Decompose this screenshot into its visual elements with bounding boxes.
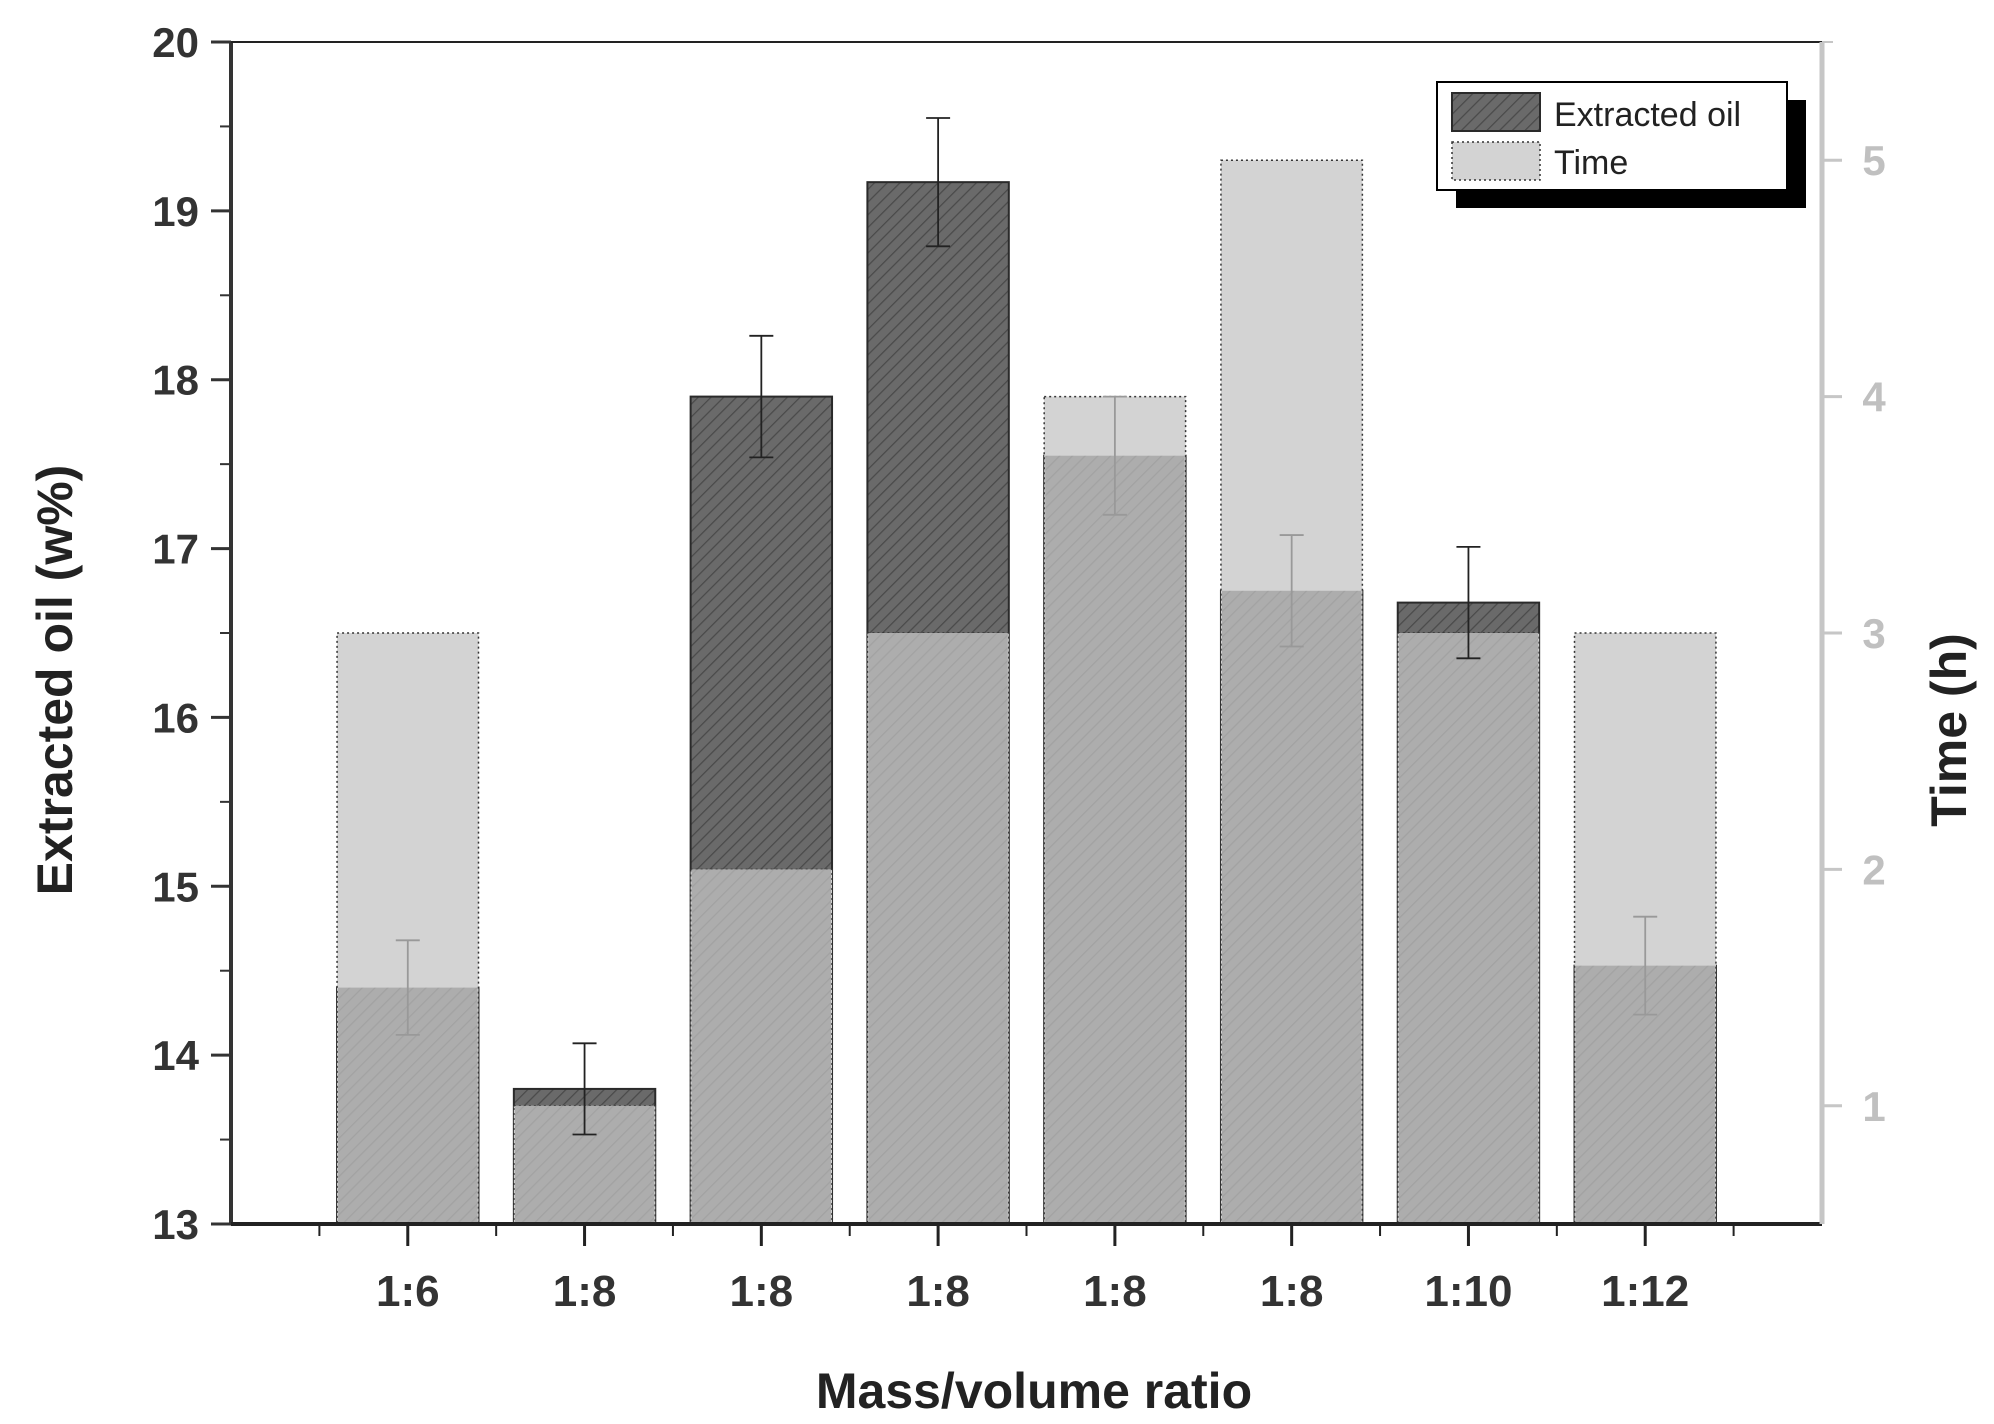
y2-tick-label: 2 (1862, 846, 1885, 893)
y2-tick-label: 5 (1862, 137, 1885, 184)
y-tick-label: 13 (152, 1201, 199, 1248)
x-tick-label: 1:8 (906, 1267, 970, 1316)
overlap-bar (1221, 590, 1362, 1224)
overlap-bar (691, 869, 832, 1224)
y2-tick-label: 1 (1862, 1083, 1885, 1130)
y2-tick-label: 4 (1862, 374, 1886, 421)
x-axis-title: Mass/volume ratio (816, 1363, 1252, 1419)
error-bars (395, 117, 1658, 1136)
y-tick-label: 16 (152, 694, 199, 741)
legend-swatch-time (1451, 141, 1541, 181)
x-tick-label: 1:12 (1601, 1267, 1689, 1316)
y-tick-label: 14 (152, 1032, 199, 1079)
y-tick-label: 15 (152, 863, 199, 910)
x-tick-label: 1:8 (730, 1267, 794, 1316)
x-tick-label: 1:8 (1083, 1267, 1147, 1316)
x-tick-label: 1:6 (376, 1267, 440, 1316)
x-tick-label: 1:10 (1424, 1267, 1512, 1316)
overlap-bars (338, 455, 1715, 1224)
y-axis-title: Extracted oil (w%) (27, 465, 83, 896)
legend-swatch-extracted-oil (1451, 92, 1541, 132)
y-tick-label: 18 (152, 357, 199, 404)
overlap-bar (1398, 633, 1539, 1224)
overlap-bar (1045, 455, 1185, 1224)
y-tick-label: 17 (152, 526, 199, 573)
legend-label-time: Time (1554, 144, 1628, 182)
y-tick-label: 19 (152, 188, 199, 235)
x-tick-label: 1:8 (553, 1267, 617, 1316)
x-tick-label: 1:8 (1260, 1267, 1324, 1316)
y2-tick-label: 3 (1862, 610, 1885, 657)
overlap-bar (868, 633, 1008, 1224)
y-tick-label: 20 (152, 19, 199, 66)
axes: 1:6 1:8 1:8 1:8 1:8 1:8 1:10 1:1213141516171819… (152, 19, 1886, 1316)
legend-label-extracted-oil: Extracted oil (1554, 96, 1741, 134)
legend: Extracted oil Time (1436, 81, 1806, 208)
y2-axis-title: Time (h) (1921, 633, 1977, 827)
